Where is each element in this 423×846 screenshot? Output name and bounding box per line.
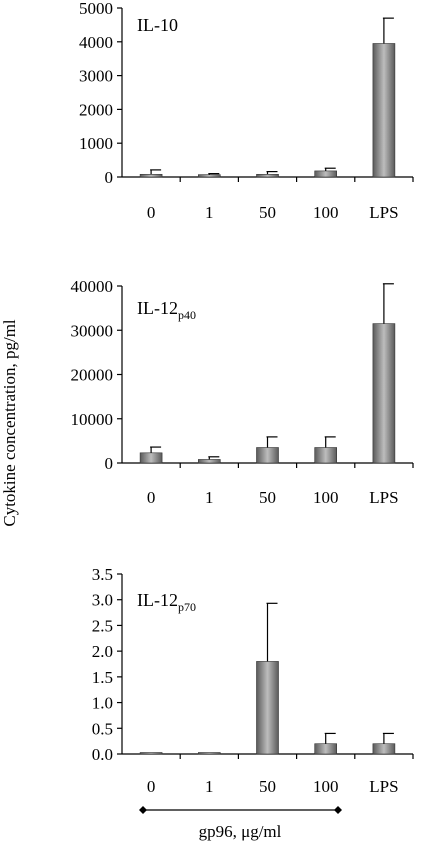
y-tick-label: 0.0	[92, 745, 113, 764]
panel-title-main: IL-10	[137, 15, 178, 35]
panel-title: IL-12p40	[137, 298, 196, 322]
y-tick-label: 30000	[71, 321, 114, 340]
y-tick-label: 0	[105, 454, 114, 473]
panel-title-subscript: p40	[178, 308, 196, 322]
x-tick-label: LPS	[369, 203, 398, 222]
chart-panel-1: 0 1000 2000 3000 4000 5000 0 1 50 100 LPS IL-10	[79, 0, 414, 222]
bar	[372, 323, 396, 464]
bar	[372, 43, 396, 178]
x-tick-label: 0	[147, 203, 156, 222]
y-tick-label: 1.5	[92, 668, 113, 687]
chart-panel-3: 0.0 0.5 1.0 1.5 2.0 2.5 3.0 3.5 0 1 50 100 LPS IL-12p…	[92, 565, 414, 796]
panel-title-main: IL-12	[137, 298, 178, 318]
bar	[198, 459, 221, 464]
x-tick-label: 100	[313, 777, 339, 796]
x-tick-label: 100	[313, 488, 339, 507]
y-tick-label: 10000	[71, 410, 114, 429]
x-tick-label: 50	[259, 203, 276, 222]
x-note-main: gp96,	[199, 822, 242, 841]
y-tick-label: 3.0	[92, 591, 113, 610]
x-tick-label: 50	[259, 777, 276, 796]
panel-title-main: IL-12	[137, 590, 178, 610]
x-tick-label: 0	[147, 777, 156, 796]
x-axis-note: gp96, μg/ml	[139, 806, 342, 841]
y-tick-label: 3.5	[92, 565, 113, 584]
x-tick-label: 1	[205, 777, 214, 796]
y-tick-label: 40000	[71, 277, 114, 296]
bar	[314, 170, 338, 178]
bar	[256, 447, 279, 464]
y-tick-label: 3000	[79, 67, 113, 86]
bracket-right-diamond	[334, 806, 342, 814]
y-tick-label: 1.0	[92, 694, 113, 713]
y-tick-label: 2.5	[92, 616, 113, 635]
x-tick-label: LPS	[369, 488, 398, 507]
bar	[139, 452, 163, 464]
bar	[198, 174, 221, 178]
y-tick-label: 20000	[71, 366, 114, 385]
bar	[256, 661, 279, 755]
bracket-left-diamond	[139, 806, 147, 814]
bar	[314, 743, 338, 755]
panel-title: IL-12p70	[137, 590, 196, 614]
x-tick-label: 100	[313, 203, 339, 222]
chart-panel-2: 0 10000 20000 30000 40000 0 1 50 100 LPS IL-12p40	[71, 277, 414, 507]
y-axis-label: Cytokine concentration, pg/ml	[0, 319, 19, 527]
x-tick-label: 1	[205, 203, 214, 222]
bar	[372, 743, 396, 755]
y-tick-label: 0.5	[92, 719, 113, 738]
y-tick-label: 4000	[79, 33, 113, 52]
y-tick-label: 2.0	[92, 642, 113, 661]
y-tick-label: 5000	[79, 0, 113, 18]
x-tick-label: LPS	[369, 777, 398, 796]
panel-title-subscript: p70	[178, 600, 196, 614]
x-tick-label: 50	[259, 488, 276, 507]
y-tick-label: 1000	[79, 134, 113, 153]
bar	[256, 173, 279, 178]
bar	[139, 752, 163, 755]
bar	[314, 447, 338, 464]
y-tick-label: 2000	[79, 100, 113, 119]
x-tick-label: 1	[205, 488, 214, 507]
x-note-unit: μg/ml	[241, 822, 282, 841]
x-axis-note-label: gp96, μg/ml	[199, 822, 282, 841]
bar	[198, 752, 221, 755]
x-tick-label: 0	[147, 488, 156, 507]
panel-title: IL-10	[137, 15, 178, 35]
bar	[139, 173, 163, 178]
y-tick-label: 0	[105, 168, 114, 187]
